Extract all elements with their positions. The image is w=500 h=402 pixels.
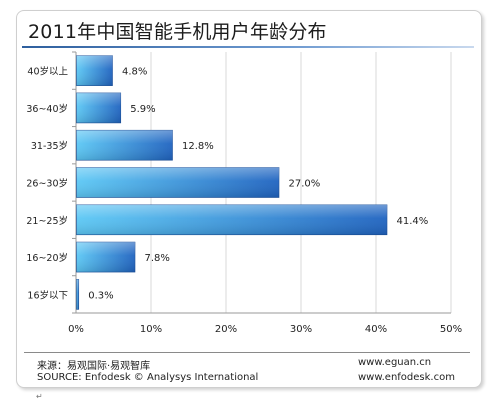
x-tick-label: 30% bbox=[290, 324, 312, 335]
bar-highlight bbox=[76, 130, 173, 161]
bars bbox=[76, 55, 388, 310]
source-url-enfodesk: www.enfodesk.com bbox=[358, 372, 455, 383]
data-label: 4.8% bbox=[122, 67, 147, 78]
source-english: SOURCE: Enfodesk © Analysys Internationa… bbox=[37, 372, 259, 383]
category-label: 26~30岁 bbox=[26, 178, 68, 190]
data-label: 7.8% bbox=[145, 253, 170, 264]
data-label: 12.8% bbox=[182, 141, 214, 152]
bar-highlight bbox=[76, 55, 113, 86]
category-label: 16岁以下 bbox=[27, 289, 68, 301]
x-tick-label: 0% bbox=[68, 324, 84, 335]
bar-highlight bbox=[76, 242, 135, 273]
data-label: 41.4% bbox=[397, 216, 429, 227]
category-label: 40岁以上 bbox=[27, 66, 68, 78]
source-chinese: 来源：易观国际·易观智库 bbox=[37, 361, 151, 372]
category-label: 16~20岁 bbox=[26, 252, 68, 264]
axes bbox=[72, 51, 451, 314]
bar-highlight bbox=[76, 167, 279, 198]
chart-title: 2011年中国智能手机用户年龄分布 bbox=[28, 21, 327, 43]
bar-highlight bbox=[76, 92, 121, 123]
category-label: 36~40岁 bbox=[26, 103, 68, 115]
bar-highlight bbox=[76, 204, 387, 235]
x-tick-label: 50% bbox=[440, 324, 462, 335]
data-label: 5.9% bbox=[130, 104, 155, 115]
labels: 0% 10% 20% 30% 40% 50% 40岁以上 4.8% 36~40岁 5.9% 31-3… bbox=[26, 66, 462, 335]
data-label: 0.3% bbox=[88, 290, 113, 301]
category-label: 31-35岁 bbox=[31, 140, 68, 152]
category-label: 21~25岁 bbox=[26, 215, 68, 227]
x-tick-label: 20% bbox=[215, 324, 237, 335]
footer-divider bbox=[24, 352, 470, 353]
x-tick-label: 10% bbox=[140, 324, 162, 335]
source-url-eguan: www.eguan.cn bbox=[358, 357, 432, 368]
data-label: 27.0% bbox=[289, 179, 321, 190]
title-underline bbox=[22, 46, 474, 48]
paragraph-mark: ↵ bbox=[36, 392, 43, 401]
bar-highlight bbox=[76, 279, 79, 310]
x-tick-label: 40% bbox=[365, 324, 387, 335]
